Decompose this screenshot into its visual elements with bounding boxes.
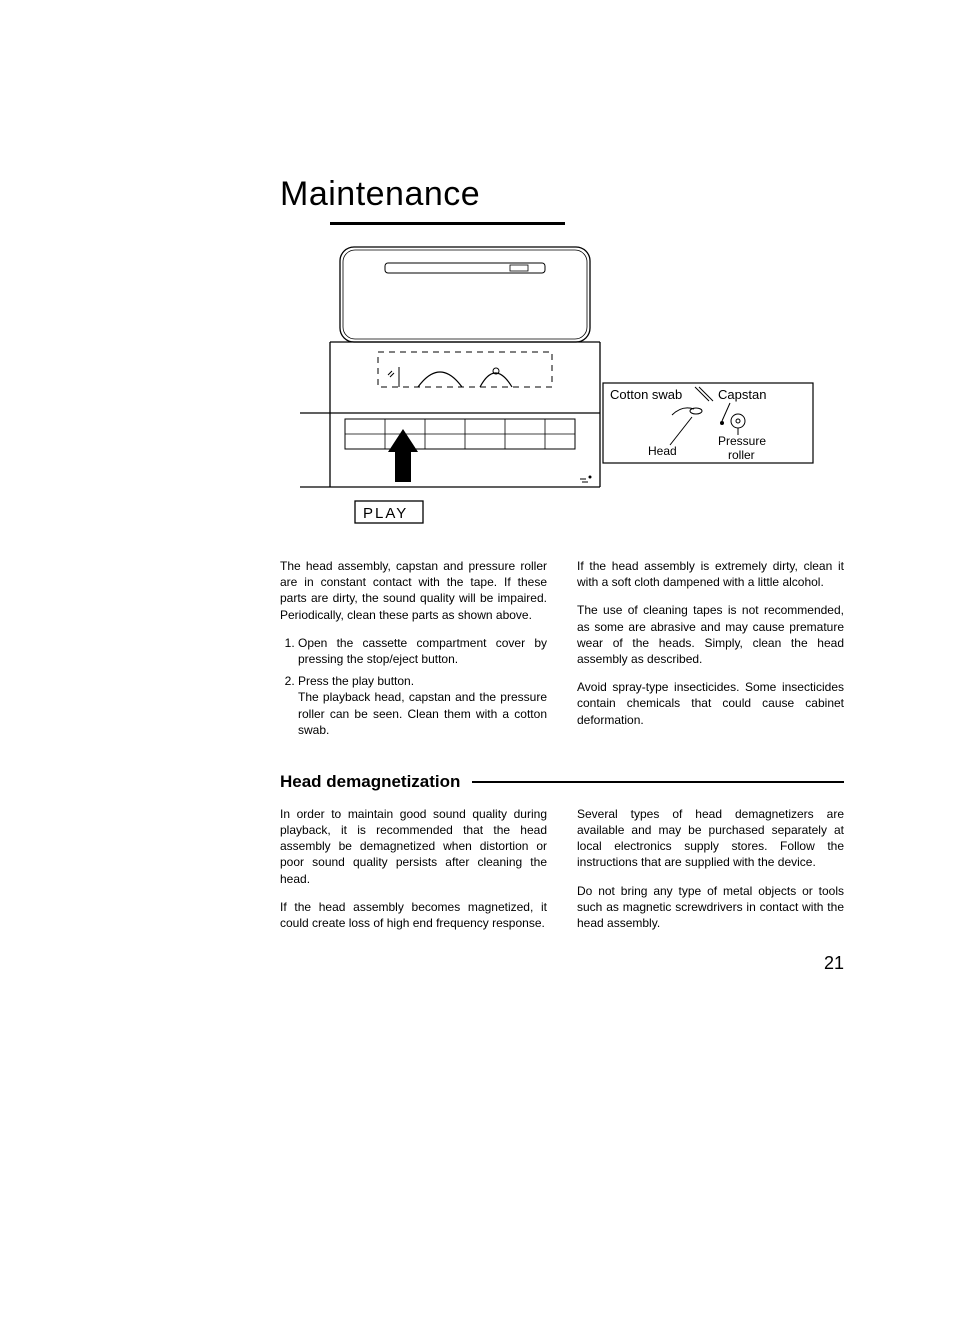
cassette-diagram: PLAY Cotton swab Capstan Head Pressure r… [300,237,820,542]
col-right: If the head assembly is extremely dirty,… [577,558,844,750]
section-demag-body: In order to maintain good sound quality … [280,806,844,943]
col-left: In order to maintain good sound quality … [280,806,547,943]
label-pressure-2: roller [728,448,755,462]
para: The head assembly, capstan and pressure … [280,558,547,623]
step-2b: The playback head, capstan and the press… [298,690,547,736]
subhead-rule [472,781,844,783]
step-2: Press the play button. The playback head… [298,673,547,738]
para: If the head assembly becomes magnetized,… [280,899,547,931]
label-capstan: Capstan [718,387,766,402]
col-left: The head assembly, capstan and pressure … [280,558,547,750]
subhead-row: Head demagnetization [280,772,844,792]
title-rule [330,222,565,225]
page-number: 21 [824,953,844,974]
para: In order to maintain good sound quality … [280,806,547,887]
step-1: Open the cassette compartment cover by p… [298,635,547,667]
col-right: Several types of head demagnetizers are … [577,806,844,943]
para: The use of cleaning tapes is not recomme… [577,602,844,667]
play-label: PLAY [363,505,408,522]
para: Avoid spray-type insecticides. Some inse… [577,679,844,728]
step-2a: Press the play button. [298,674,414,688]
label-cotton-swab: Cotton swab [610,387,682,402]
label-pressure-1: Pressure [718,434,766,448]
document-page: Maintenance [0,0,954,1333]
steps-list: Open the cassette compartment cover by p… [280,635,547,738]
para: If the head assembly is extremely dirty,… [577,558,844,590]
para: Do not bring any type of metal objects o… [577,883,844,932]
page-title: Maintenance [280,175,844,214]
subhead-demag: Head demagnetization [280,772,460,792]
label-head: Head [648,444,677,458]
para: Several types of head demagnetizers are … [577,806,844,871]
section-maintenance-body: The head assembly, capstan and pressure … [280,558,844,750]
